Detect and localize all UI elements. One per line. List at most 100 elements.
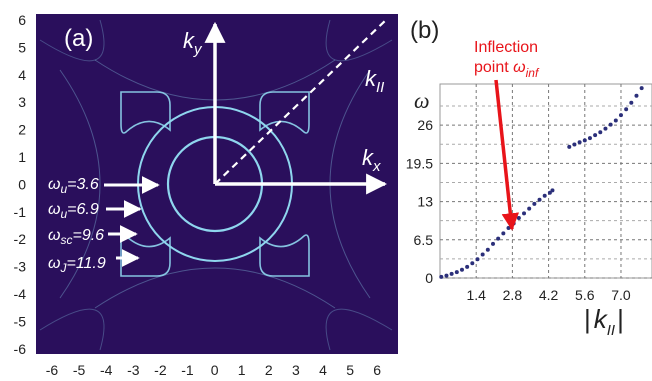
- freq-annotation-3: ωsc=9.6: [48, 225, 138, 247]
- panel-a-x-tick: -1: [181, 362, 194, 378]
- data-point: [618, 113, 623, 118]
- data-point: [480, 252, 485, 257]
- data-point: [496, 236, 501, 241]
- data-point: [506, 226, 511, 231]
- panel-a-label: (a): [64, 25, 93, 52]
- panel-a-x-tick: 5: [346, 362, 354, 378]
- data-point: [449, 271, 454, 276]
- y-axis-label: ω: [414, 88, 430, 113]
- panel-a: (a) ky kx kII ωu=3.6 ωu=6.9 ωsc=9.6 ωJ=1…: [14, 12, 398, 378]
- data-point: [634, 93, 639, 98]
- x-axis-label: | kII|: [584, 304, 624, 339]
- data-point: [491, 241, 495, 246]
- data-point: [639, 86, 644, 91]
- panel-a-y-tick: 1: [18, 149, 26, 165]
- x-tick-label: 2.8: [503, 287, 523, 303]
- freq-annotation-4: ωJ=11.9: [48, 249, 140, 275]
- plot-frame: [439, 83, 652, 279]
- panel-a-y-tick: 4: [18, 67, 26, 83]
- panel-a-x-tick: -3: [127, 362, 140, 378]
- panel-a-x-tick: 0: [211, 362, 219, 378]
- data-point: [439, 274, 444, 279]
- kx-axis-label: kx: [362, 145, 381, 175]
- x-tick-label: 4.2: [539, 287, 559, 303]
- y-tick-label: 0: [425, 270, 433, 286]
- data-point: [593, 133, 598, 138]
- svg-text:ωu=3.6: ωu=3.6: [48, 176, 99, 196]
- panel-a-y-tick: -6: [14, 341, 27, 357]
- data-point: [470, 261, 475, 266]
- data-point: [550, 188, 555, 193]
- panel-a-x-tick: 1: [238, 362, 246, 378]
- data-point: [567, 144, 572, 149]
- panel-a-y-tick: -1: [14, 204, 27, 220]
- panel-a-x-tick: -2: [154, 362, 167, 378]
- panel-a-x-tick: 6: [373, 362, 381, 378]
- x-tick-label: 7.0: [611, 287, 631, 303]
- data-point: [577, 140, 582, 145]
- panel-a-y-tick: -3: [14, 259, 27, 275]
- inflection-text-line2: point ωinf: [474, 59, 540, 80]
- contour-faint-arc-5: [39, 19, 105, 62]
- panel-a-x-tick: -6: [46, 362, 59, 378]
- contour-faint-arc-3: [59, 69, 101, 299]
- panel-a-x-tick: 3: [292, 362, 300, 378]
- data-point: [475, 257, 480, 262]
- y-tick-label: 19.5: [406, 155, 433, 171]
- contour-faint-arc-8: [325, 308, 393, 351]
- x-tick-label: 1.4: [466, 287, 486, 303]
- x-tick-labels: 1.4 2.8 4.2 5.6 7.0: [466, 287, 630, 303]
- data-point: [501, 231, 506, 236]
- data-point: [624, 107, 629, 112]
- data-point: [603, 126, 608, 131]
- contour-pocket-br: [259, 234, 310, 277]
- x-tick-label: 5.6: [575, 287, 595, 303]
- inflection-arrow: [494, 79, 520, 231]
- panel-a-x-tick: 2: [265, 362, 273, 378]
- data-point: [582, 138, 587, 143]
- data-point: [629, 100, 634, 105]
- data-point: [485, 247, 490, 252]
- panel-a-y-tick: 3: [18, 94, 26, 110]
- panel-a-y-tick: 6: [18, 12, 26, 28]
- panel-a-y-tick: 5: [18, 39, 26, 55]
- svg-text:ωu=6.9: ωu=6.9: [48, 201, 99, 221]
- y-tick-label: 6.5: [414, 232, 434, 248]
- data-point: [598, 130, 603, 135]
- panel-a-x-ticks: -6 -5 -4 -3 -2 -1 0 1 2 3 4 5 6: [46, 362, 382, 378]
- inflection-annotation: Inflection point ωinf: [474, 39, 540, 231]
- data-point: [608, 122, 613, 127]
- kii-diagonal-line: [214, 17, 389, 185]
- y-tick-label: 26: [417, 117, 433, 133]
- data-point: [587, 136, 592, 141]
- data-point: [532, 201, 537, 206]
- panel-a-y-ticks: 6 5 4 3 2 1 0 -1 -2 -3 -4 -5 -6: [14, 12, 27, 357]
- panel-a-y-tick: 0: [18, 176, 26, 192]
- data-point: [444, 273, 449, 278]
- y-tick-labels: 0 6.5 13 19.5 26: [406, 117, 433, 286]
- contour-faint-arc-6: [325, 19, 393, 62]
- panel-a-y-tick: -2: [14, 231, 27, 247]
- data-point: [454, 270, 459, 275]
- panel-a-x-tick: 4: [319, 362, 327, 378]
- panel-a-x-tick: -5: [73, 362, 86, 378]
- contour-faint-arc-2: [94, 267, 336, 309]
- data-point: [522, 211, 527, 216]
- panel-b: (b) ω 1.4 2.8 4.2 5.6 7.0 0 6.5 13 19.5 26 | kII|…: [406, 17, 652, 339]
- data-point: [459, 267, 464, 272]
- data-point: [465, 264, 470, 269]
- panel-a-x-tick: -4: [100, 362, 113, 378]
- panel-b-label: (b): [410, 17, 439, 44]
- contour-faint-arc-7: [39, 308, 105, 351]
- kii-label: kII: [365, 66, 384, 96]
- data-point: [516, 216, 521, 221]
- ky-axis-label: ky: [183, 28, 203, 58]
- data-point: [547, 190, 552, 195]
- svg-text:ωsc=9.6: ωsc=9.6: [48, 227, 104, 247]
- inflection-text-line1: Inflection: [474, 39, 538, 56]
- panel-a-y-tick: 2: [18, 122, 26, 138]
- plot-grid: [440, 84, 652, 279]
- svg-text:ωJ=11.9: ωJ=11.9: [48, 255, 106, 275]
- data-point: [572, 142, 577, 147]
